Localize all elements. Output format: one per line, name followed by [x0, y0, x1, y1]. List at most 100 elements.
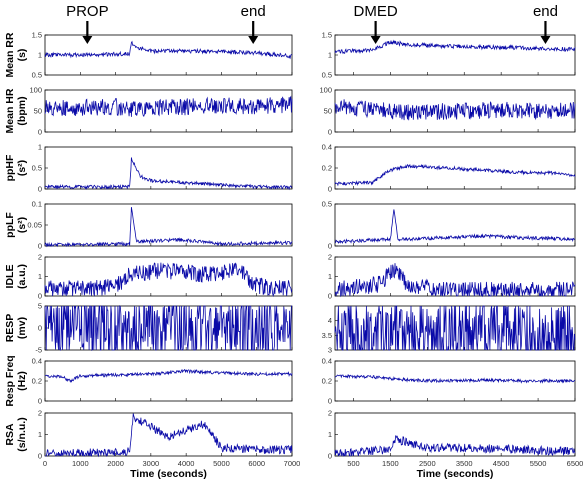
y-tick-label: 0.05: [27, 221, 42, 230]
series-line: [334, 39, 576, 55]
panel-frame: [334, 34, 576, 76]
series-line: [44, 95, 293, 117]
x-tick-label: 1500: [382, 459, 399, 468]
panel: 0 1 2: [328, 253, 576, 301]
panel: 0 0.5 1 ppHF (s²): [4, 143, 293, 194]
y-tick-label: 2: [328, 253, 332, 262]
y-tick-label: 2: [328, 409, 332, 418]
series-line: [334, 209, 576, 244]
x-tick-label: 500: [347, 459, 360, 468]
series-line: [44, 368, 293, 383]
down-arrow-icon: [82, 36, 93, 44]
series-line: [334, 435, 576, 457]
y-tick-label: 1: [38, 143, 42, 152]
x-tick-label: 6000: [248, 459, 265, 468]
x-tick-label: 4000: [178, 459, 195, 468]
y-tick-label: 0.4: [322, 143, 332, 152]
panel: 33.54: [322, 305, 576, 355]
y-axis-label: IDLE: [4, 265, 16, 289]
down-arrow-icon: [540, 36, 551, 44]
y-tick-label: 1: [38, 51, 42, 60]
y-tick-label: 0: [38, 185, 42, 194]
panel: -5 0 5 RESP (mv): [4, 302, 293, 355]
panel: 0 0.2 0.4: [322, 143, 576, 194]
panel-frame: [44, 360, 293, 402]
x-axis-label: Time (seconds): [417, 468, 494, 480]
y-axis-label: RSA: [4, 423, 16, 446]
y-tick-label: 0.2: [322, 377, 332, 386]
x-tick-label: 3000: [143, 459, 160, 468]
series-line: [45, 413, 293, 458]
y-tick-label: 1.5: [32, 31, 42, 40]
x-axis-label: Time (seconds): [130, 468, 207, 480]
y-axis-label: RESP: [4, 314, 16, 343]
y-tick-label: 1: [328, 272, 332, 281]
panel: 0 0.2 0.4: [322, 357, 576, 406]
y-tick-label: 0.5: [32, 71, 42, 80]
y-tick-label: 50: [324, 107, 332, 116]
panel: 0.5 1 1.5: [322, 31, 576, 80]
y-tick-label: 2: [38, 409, 42, 418]
y-tick-label: 100: [319, 86, 332, 95]
x-tick-label: 7000: [284, 459, 301, 468]
x-tick-label: 5500: [530, 459, 547, 468]
y-tick-label: 0: [328, 185, 332, 194]
y-tick-label: 1: [328, 51, 332, 60]
x-tick-label: 6500: [567, 459, 584, 468]
y-tick-label: 3: [328, 346, 332, 355]
y-axis-label: (a.u.): [16, 264, 28, 289]
series-line: [334, 374, 576, 384]
y-tick-label: 0: [38, 397, 42, 406]
y-tick-label: 0: [38, 242, 42, 251]
y-tick-label: 0: [328, 128, 332, 137]
series-line: [334, 263, 576, 298]
series-line: [334, 305, 576, 351]
event-label: end: [241, 3, 266, 20]
y-tick-label: 4: [328, 316, 332, 325]
panel: 00.5: [322, 200, 576, 251]
panel: 0 50 100: [319, 86, 576, 137]
event-label: DMED: [354, 3, 398, 20]
y-axis-label: (s): [16, 49, 28, 62]
x-tick-label: 2500: [419, 459, 436, 468]
event-label: end: [533, 3, 558, 20]
y-tick-label: 0: [38, 128, 42, 137]
y-tick-label: 5: [38, 302, 42, 311]
panel: 0 1 2 IDLE (a.u.): [4, 253, 293, 301]
y-tick-label: 100: [29, 86, 42, 95]
panel-frame: [44, 203, 293, 247]
series-line: [44, 207, 293, 248]
panel: 0 50 100 Mean HR (bpm): [4, 86, 293, 137]
y-axis-label: ppLF: [4, 212, 16, 238]
y-tick-label: 1.5: [322, 31, 332, 40]
event-label: PROP: [66, 3, 109, 20]
x-tick-label: 0: [43, 459, 47, 468]
series-line: [334, 99, 576, 121]
y-tick-label: 1: [38, 272, 42, 281]
y-axis-label: Resp Freq: [4, 355, 16, 406]
series-line: [44, 157, 293, 191]
y-axis-label: (s²): [16, 160, 28, 176]
y-tick-label: 3.5: [322, 331, 332, 340]
y-axis-label: (Hz): [16, 371, 28, 391]
x-tick-label: 4500: [493, 459, 510, 468]
x-tick-label: 3500: [456, 459, 473, 468]
y-tick-label: 0: [328, 292, 332, 301]
series-line: [44, 305, 292, 352]
y-axis-label: (bpm): [16, 96, 28, 125]
y-tick-label: -5: [35, 346, 42, 355]
x-tick-label: 5000: [213, 459, 230, 468]
x-tick-label: 2000: [107, 459, 124, 468]
panel: 0.5 1 1.5 Mean RR (s): [4, 31, 293, 80]
panel: 0 1 2: [328, 409, 576, 461]
y-tick-label: 0.5: [322, 200, 332, 209]
y-tick-label: 0.4: [32, 357, 42, 366]
y-tick-label: 0: [38, 452, 42, 461]
panel: 0 0.2 0.4 Resp Freq (Hz): [4, 355, 293, 407]
y-tick-label: 0: [328, 397, 332, 406]
y-tick-label: 0.2: [32, 377, 42, 386]
y-tick-label: 0: [38, 324, 42, 333]
series-line: [44, 262, 293, 298]
y-tick-label: 0.2: [322, 164, 332, 173]
